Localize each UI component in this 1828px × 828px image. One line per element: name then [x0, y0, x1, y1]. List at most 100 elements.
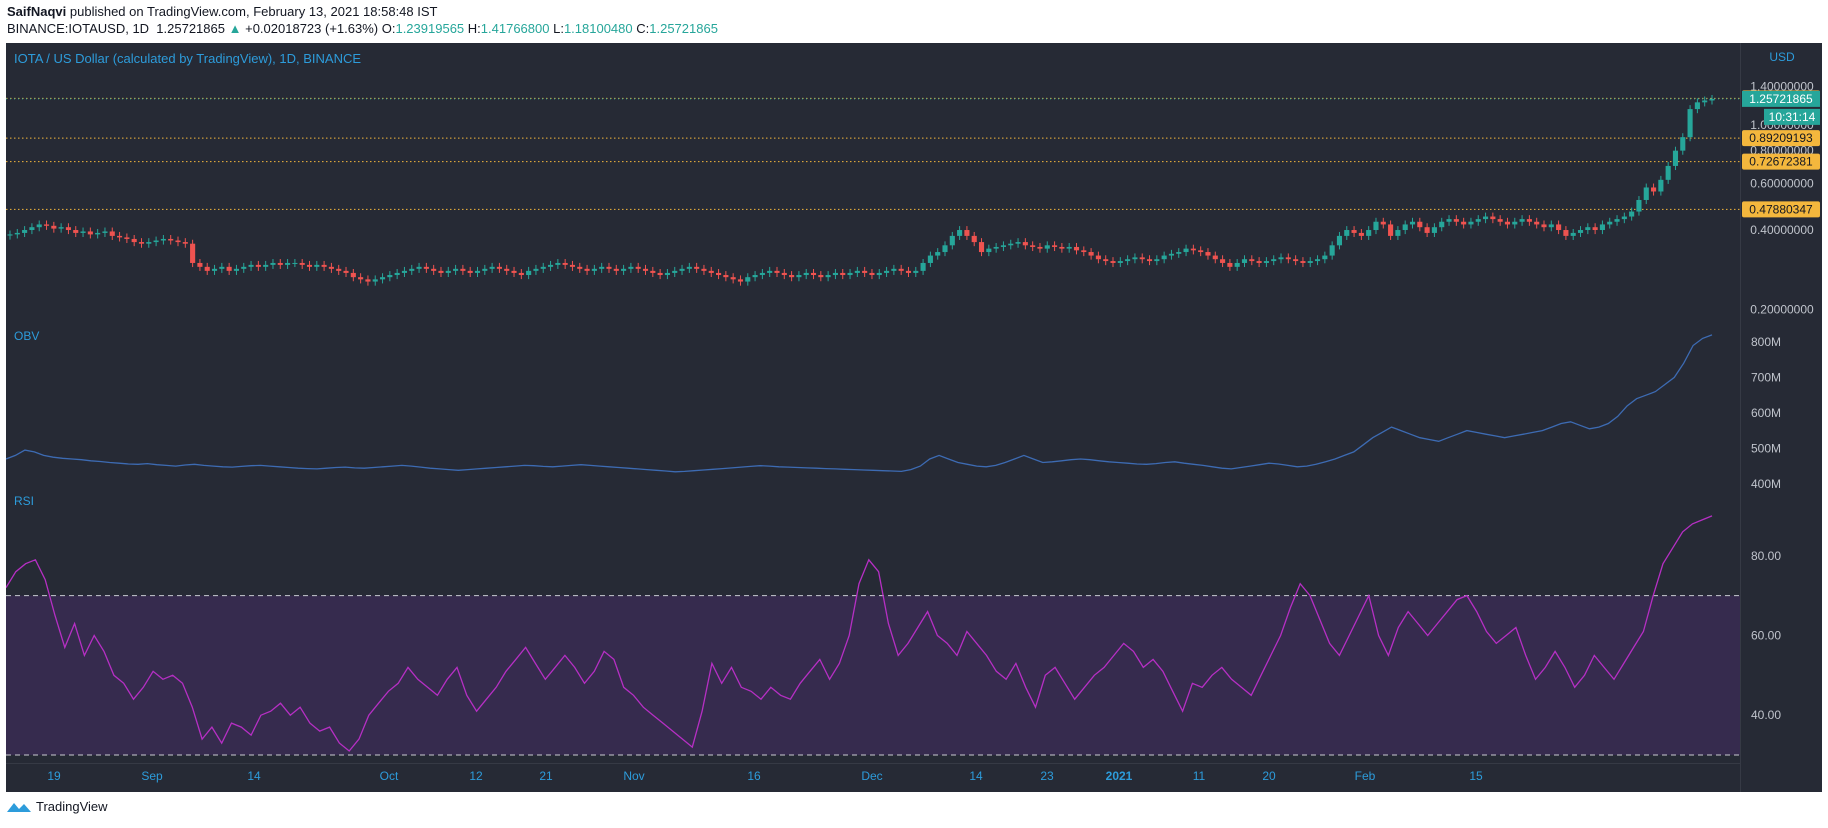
candle	[1592, 223, 1598, 235]
candle-body	[306, 264, 313, 267]
candle	[182, 238, 188, 248]
candle	[80, 227, 86, 237]
author-name[interactable]: SaifNaqvi	[7, 4, 67, 19]
price-tick-label: 0.20000000	[1750, 302, 1814, 316]
candle-body	[1125, 259, 1131, 262]
candle	[219, 262, 225, 273]
candle-body	[613, 268, 619, 271]
publish-info: published on TradingView.com, February 1…	[69, 4, 438, 19]
candle-body	[1497, 219, 1503, 222]
rsi-line	[6, 515, 1713, 752]
candle	[358, 273, 364, 284]
candle	[810, 268, 817, 280]
candle-body	[1468, 221, 1474, 225]
candle-body	[905, 270, 912, 273]
candle-body	[752, 275, 758, 278]
obv-tick-label: 600M	[1751, 406, 1781, 420]
candle	[716, 268, 722, 280]
candle-body	[1439, 221, 1445, 228]
candle-body	[1066, 246, 1072, 249]
chart-canvas[interactable]: IOTA / US Dollar (calculated by TradingV…	[6, 43, 1822, 792]
candle	[723, 271, 729, 282]
tradingview-logo[interactable]: TradingView	[6, 799, 108, 814]
candle-body	[606, 266, 612, 269]
candle-body	[263, 264, 269, 267]
candle	[1358, 228, 1364, 240]
candle	[905, 266, 912, 278]
candle	[1395, 226, 1401, 240]
candle-body	[796, 275, 802, 278]
time-axis-label: Dec	[861, 769, 882, 783]
candle-body	[1322, 255, 1328, 260]
candle-body	[628, 266, 634, 269]
candle	[314, 260, 320, 271]
candle-body	[80, 231, 86, 233]
candle	[270, 259, 276, 269]
candle-body	[635, 266, 641, 269]
candle	[211, 264, 218, 275]
candle	[825, 271, 831, 282]
candle-body	[1694, 102, 1700, 110]
open-label: O:	[381, 21, 396, 36]
candle	[540, 262, 546, 273]
candle-body	[1212, 255, 1218, 260]
candle	[438, 266, 444, 278]
candle	[854, 266, 860, 278]
candle	[1000, 241, 1006, 252]
candle	[1300, 257, 1306, 268]
candle	[285, 259, 291, 269]
rsi-band-fill	[6, 595, 1740, 756]
candle-body	[1534, 221, 1540, 225]
candle	[1285, 253, 1291, 264]
candle	[482, 264, 488, 275]
candle-body	[569, 264, 576, 267]
candle	[146, 238, 152, 248]
candle	[1183, 244, 1189, 257]
candle-body	[1621, 216, 1627, 220]
candle-body	[1110, 261, 1116, 263]
candle-body	[927, 255, 933, 263]
candle	[949, 231, 955, 250]
candle	[328, 262, 334, 273]
candle-body	[1577, 230, 1584, 233]
candle-body	[1059, 246, 1065, 249]
candle	[255, 260, 261, 271]
candle-body	[168, 238, 174, 241]
low-label: L:	[553, 21, 564, 36]
candle-body	[562, 262, 568, 265]
candle	[1044, 241, 1050, 253]
candle-body	[1183, 248, 1189, 253]
candle-body	[1475, 219, 1481, 222]
candle	[73, 226, 79, 237]
candle	[1497, 215, 1503, 226]
candle-body	[957, 230, 963, 236]
candle	[1651, 183, 1657, 196]
candle-body	[1599, 224, 1605, 231]
candle	[138, 238, 145, 248]
candle-body	[1636, 199, 1642, 212]
obv-tick-label: 800M	[1751, 335, 1781, 349]
candle-body	[884, 270, 890, 273]
candle	[1205, 248, 1211, 260]
candle-body	[913, 270, 919, 273]
obv-tick-label: 400M	[1751, 477, 1781, 491]
candle	[241, 262, 247, 273]
candle-body	[117, 235, 123, 238]
candle-body	[58, 227, 64, 229]
candle-body	[350, 272, 356, 278]
candle-body	[190, 243, 196, 263]
candle-body	[226, 266, 232, 271]
candle	[401, 266, 408, 278]
candle-body	[840, 272, 846, 276]
candle	[474, 266, 481, 278]
candle	[22, 226, 28, 237]
ohlc-line: BINANCE:IOTAUSD, 1D 1.25721865 ▲ +0.0201…	[7, 21, 718, 36]
candle	[1534, 217, 1540, 229]
candle-body	[292, 262, 298, 264]
candle	[1614, 215, 1620, 226]
candle	[1366, 226, 1372, 240]
candle	[986, 244, 992, 257]
candle	[774, 266, 780, 278]
candle	[1015, 238, 1021, 248]
candle	[876, 268, 882, 280]
